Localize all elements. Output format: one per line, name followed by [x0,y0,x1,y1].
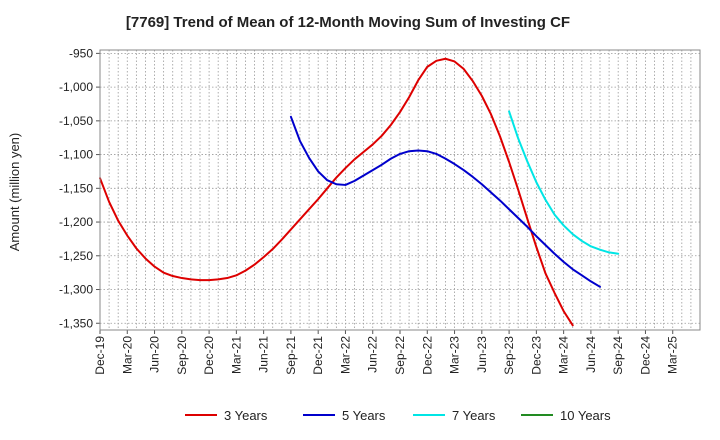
y-tick-label: -1,100 [59,148,93,162]
x-tick-label: Jun-23 [475,336,489,373]
y-axis-label: Amount (million yen) [7,133,22,252]
x-tick-label: Mar-21 [229,336,243,374]
y-tick-label: -1,150 [59,181,93,195]
x-tick-label: Jun-20 [148,336,162,373]
x-tick-label: Mar-23 [448,336,462,374]
x-tick-label: Jun-24 [584,336,598,373]
legend-label: 5 Years [342,408,386,423]
x-tick-label: Mar-24 [557,336,571,374]
plot-frame [99,49,701,331]
x-tick-label: Mar-20 [120,336,134,374]
series-line-3-years [99,57,574,327]
series-line-5-years [289,115,601,288]
x-tick-label: Sep-24 [611,336,625,375]
x-tick-label: Sep-21 [284,336,298,375]
grid [100,50,700,330]
x-tick-label: Sep-20 [175,336,189,375]
y-ticks: -950 -1,000 -1,050 -1,100 -1,150 -1,200 -1,250… [59,46,100,330]
legend-label: 3 Years [224,408,268,423]
legend-label: 10 Years [560,408,611,423]
legend: 3 Years 5 Years 7 Years 10 Years [185,408,611,423]
x-tick-label: Dec-20 [202,336,216,375]
series-lines [99,57,620,327]
x-tick-label: Dec-23 [529,336,543,375]
y-tick-label: -1,200 [59,215,93,229]
chart-title: [7769] Trend of Mean of 12-Month Moving … [126,14,570,31]
x-tick-label: Dec-21 [311,336,325,375]
x-ticks: Dec-19 Mar-20 Jun-20 Sep-20 Dec-20 Mar-21 Jun-… [93,330,680,375]
x-tick-label: Jun-21 [257,336,271,373]
y-tick-label: -950 [69,46,93,60]
y-tick-label: -1,000 [59,80,93,94]
y-tick-label: -1,050 [59,114,93,128]
x-tick-label: Jun-22 [366,336,380,373]
x-tick-label: Dec-19 [93,336,107,375]
series-line-7-years [508,110,620,255]
x-tick-label: Mar-22 [338,336,352,374]
x-tick-label: Dec-22 [420,336,434,375]
y-tick-label: -1,300 [59,283,93,297]
x-tick-label: Sep-23 [502,336,516,375]
y-tick-label: -1,350 [59,316,93,330]
x-tick-label: Sep-22 [393,336,407,375]
legend-label: 7 Years [452,408,496,423]
x-tick-label: Mar-25 [666,336,680,374]
y-tick-label: -1,250 [59,249,93,263]
x-tick-label: Dec-24 [638,336,652,375]
